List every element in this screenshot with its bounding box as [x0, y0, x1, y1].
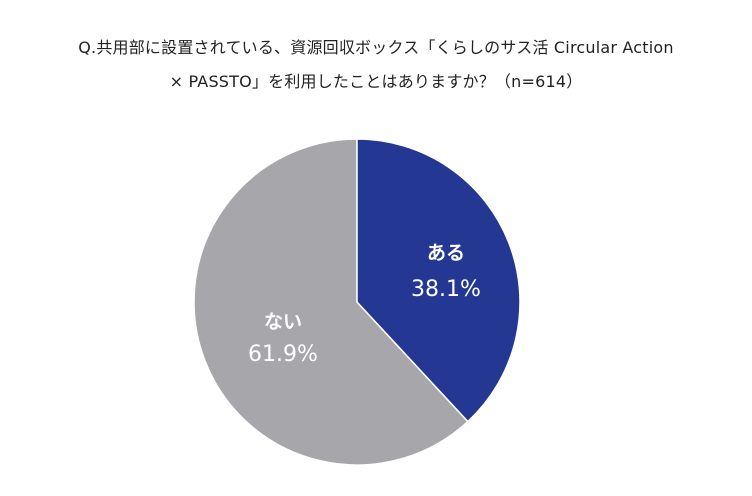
slice-value-nai: 61.9%: [248, 342, 318, 367]
pie-slice-aru: [356, 138, 521, 423]
chart-title-line-1: Q.共用部に設置されている、資源回収ボックス「くらしのサス活 Circular …: [78, 38, 674, 57]
chart-title-line-2: × PASSTO」を利用したことはありますか？（n=614）: [169, 72, 583, 91]
slice-label-aru: ある: [427, 242, 465, 264]
slice-label-nai: ない: [264, 311, 302, 333]
slice-value-aru: 38.1%: [411, 277, 481, 302]
pie-slice-nai: [193, 138, 469, 466]
